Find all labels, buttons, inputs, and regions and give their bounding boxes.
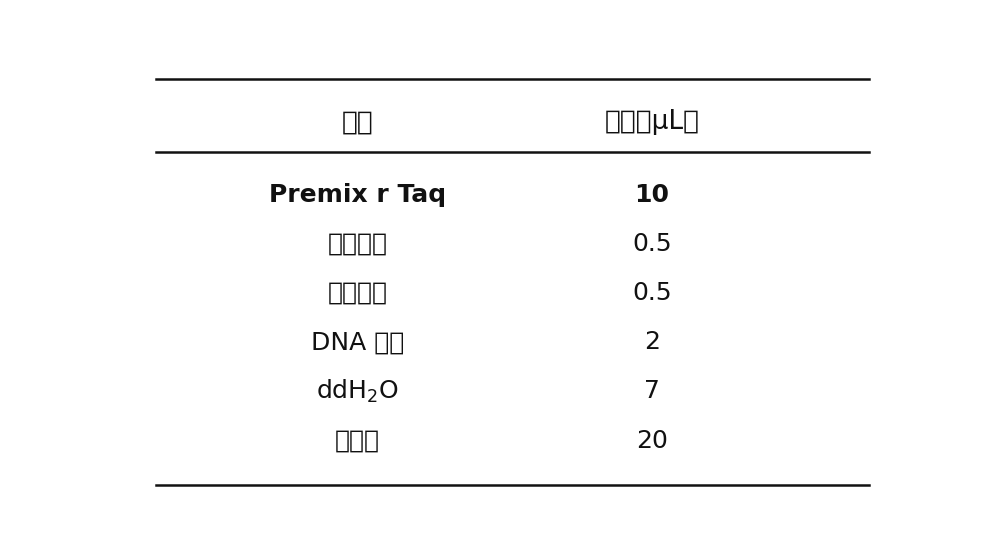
Text: ddH$_2$O: ddH$_2$O [316,378,399,405]
Text: DNA 模板: DNA 模板 [311,330,404,354]
Text: 体积（μL）: 体积（μL） [604,109,700,135]
Text: 上游引物: 上游引物 [328,232,388,256]
Text: 20: 20 [636,428,668,452]
Text: 10: 10 [635,183,670,207]
Text: 0.5: 0.5 [632,232,672,256]
Text: 0.5: 0.5 [632,281,672,305]
Text: 7: 7 [644,380,660,403]
Text: 总体积: 总体积 [335,428,380,452]
Text: 下游引物: 下游引物 [328,281,388,305]
Text: 成分: 成分 [342,109,373,135]
Text: Premix r Taq: Premix r Taq [269,183,446,207]
Text: 2: 2 [644,330,660,354]
